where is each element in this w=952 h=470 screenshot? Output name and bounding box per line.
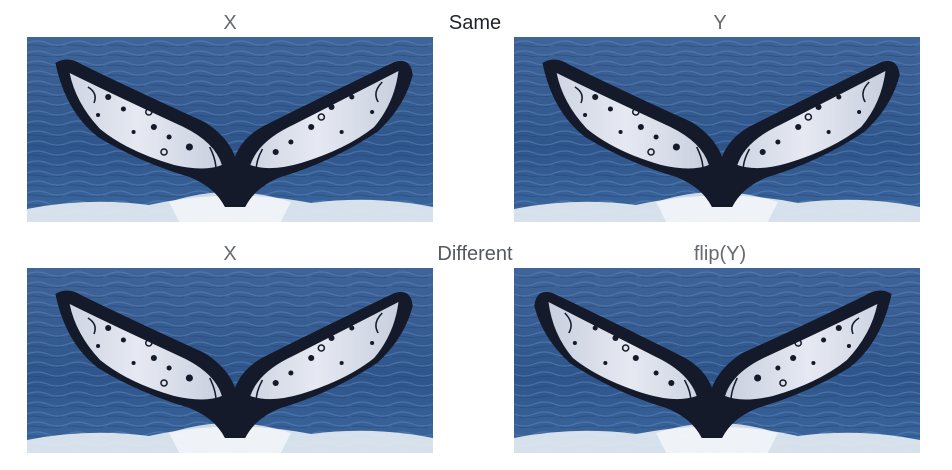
whale-fluke-image-x-top <box>27 37 433 222</box>
whale-fluke-image-x-bottom <box>27 268 433 453</box>
label-different: Different <box>437 243 513 265</box>
label-flip-y: flip(Y) <box>693 243 747 265</box>
label-x-bottom: X <box>223 243 237 265</box>
whale-fluke-image-flipped-y <box>514 268 920 453</box>
whale-fluke-image-y-top <box>514 37 920 222</box>
label-y-top: Y <box>713 12 727 34</box>
label-x-top: X <box>223 12 237 34</box>
label-same: Same <box>448 12 502 34</box>
